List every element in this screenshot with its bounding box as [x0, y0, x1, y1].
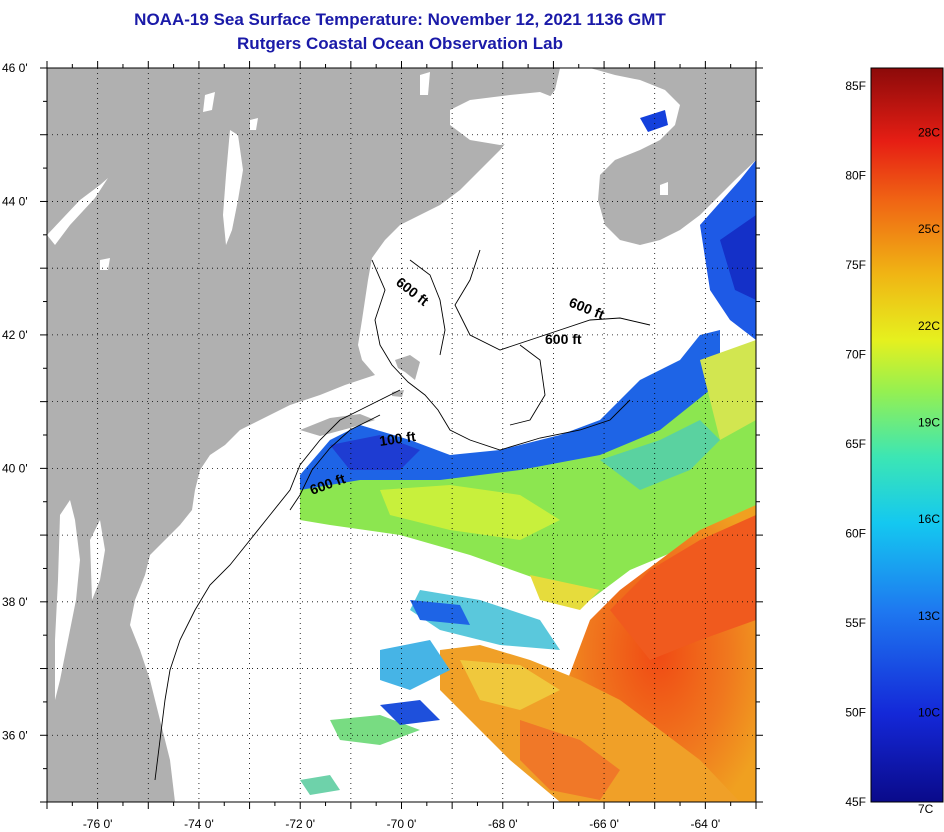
longitude-axis: -76 0' -74 0' -72 0' -70 0' -68 0' -66 0' -64 … [46, 61, 757, 831]
graticule [47, 68, 756, 802]
colorbar-f-label: 60F [845, 526, 866, 540]
colorbar-f-label: 85F [845, 79, 866, 93]
lat-tick-label: 38 0' [2, 595, 28, 609]
lon-tick-label: -76 0' [83, 817, 113, 831]
land [47, 68, 756, 802]
lon-tick-label: -70 0' [387, 817, 417, 831]
colorbar-f-label: 55F [845, 616, 866, 630]
lat-tick-label: 42 0' [2, 328, 28, 342]
contour-label-100ft: 100 ft [378, 428, 417, 449]
lakes [47, 72, 668, 700]
lat-tick-label: 36 0' [2, 728, 28, 742]
colorbar-c-label: 13C [918, 609, 940, 623]
colorbar-f-label: 45F [845, 795, 866, 809]
colorbar-f-label: 75F [845, 258, 866, 272]
map-layers: 600 ft 600 ft 600 ft 100 ft 600 ft [47, 68, 756, 802]
latitude-axis: 46 0' 44 0' 42 0' 40 0' 38 0' 36 0' [2, 61, 763, 803]
contour-label-600ft-3: 600 ft [545, 331, 582, 347]
colorbar-c-label: 25C [918, 222, 940, 236]
lat-tick-label: 40 0' [2, 461, 28, 475]
colorbar-f-label: 50F [845, 705, 866, 719]
colorbar-c-label: 28C [918, 125, 940, 139]
lon-tick-label: -68 0' [488, 817, 518, 831]
lon-tick-label: -64 0' [691, 817, 721, 831]
colorbar-f-label: 80F [845, 168, 866, 182]
lat-tick-label: 44 0' [2, 194, 28, 208]
colorbar-celsius-labels: 28C 25C 22C 19C 16C 13C 10C 7C [918, 125, 940, 816]
lon-tick-label: -72 0' [285, 817, 315, 831]
colorbar-f-label: 70F [845, 347, 866, 361]
colorbar-c-label: 10C [918, 705, 940, 719]
colorbar-c-label: 16C [918, 512, 940, 526]
map-title: NOAA-19 Sea Surface Temperature: Novembe… [134, 10, 666, 29]
colorbar-c-label: 19C [918, 415, 940, 429]
lon-tick-label: -66 0' [589, 817, 619, 831]
colorbar-c-label: 7C [918, 802, 934, 816]
sst-field [300, 110, 756, 802]
colorbar-f-label: 65F [845, 437, 866, 451]
bathymetry-contours [154, 249, 651, 781]
lon-tick-label: -74 0' [184, 817, 214, 831]
map-subtitle: Rutgers Coastal Ocean Observation Lab [237, 34, 563, 53]
colorbar-fahrenheit-labels: 85F 80F 75F 70F 65F 60F 55F 50F 45F [845, 79, 866, 809]
lat-tick-label: 46 0' [2, 61, 28, 75]
colorbar-c-label: 22C [918, 319, 940, 333]
colorbar [870, 67, 944, 803]
